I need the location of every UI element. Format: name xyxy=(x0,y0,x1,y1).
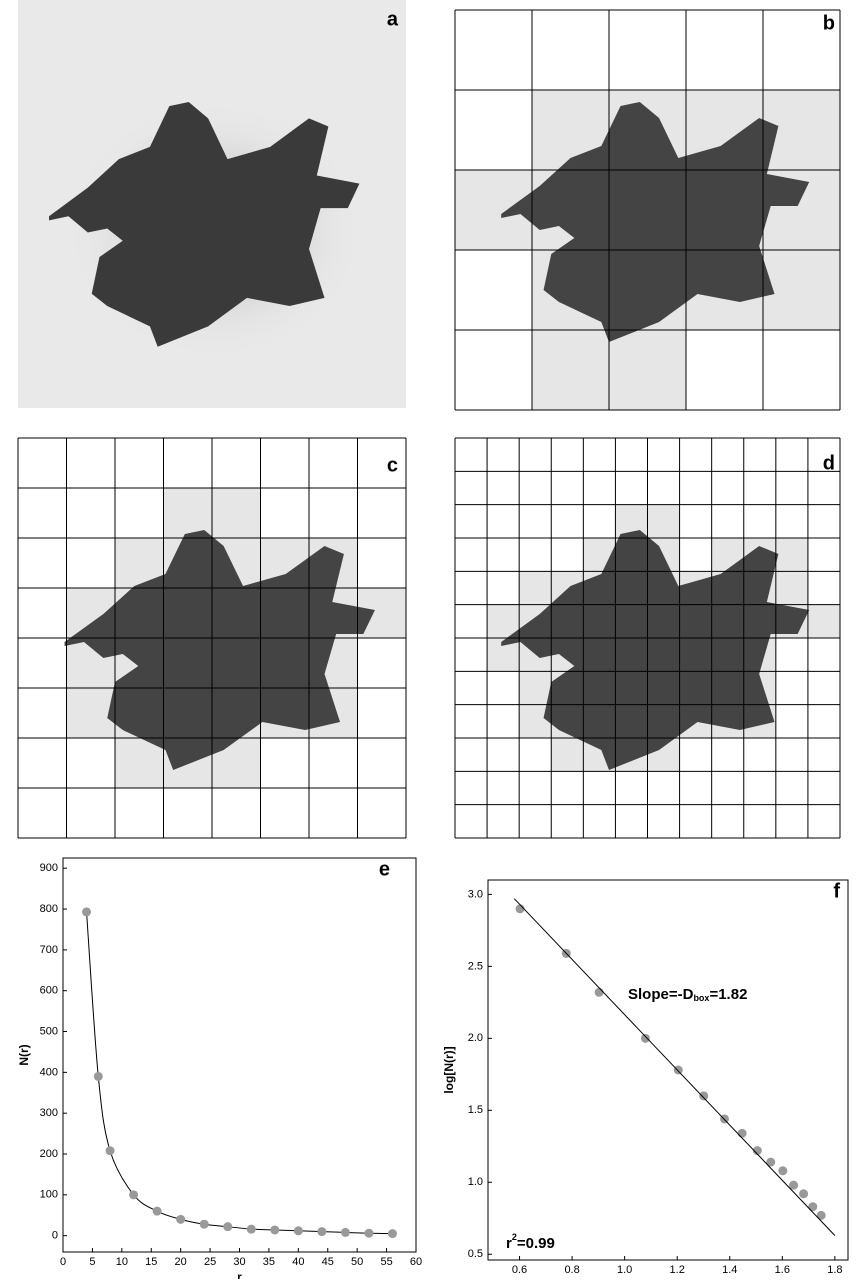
data-point xyxy=(94,1072,103,1081)
x-tick-label: 40 xyxy=(292,1256,304,1268)
plot-frame xyxy=(63,858,416,1252)
y-tick-label: 2.0 xyxy=(468,1032,483,1044)
y-tick-label: 800 xyxy=(40,903,58,915)
x-tick-label: 0.8 xyxy=(564,1264,579,1276)
x-tick-label: 0 xyxy=(60,1256,66,1268)
x-tick-label: 45 xyxy=(322,1256,334,1268)
panel-label: c xyxy=(387,454,398,476)
x-tick-label: 55 xyxy=(380,1256,392,1268)
data-point xyxy=(153,1207,162,1216)
data-point xyxy=(341,1228,350,1237)
plot-frame xyxy=(488,880,848,1260)
data-point xyxy=(270,1225,279,1234)
y-tick-label: 400 xyxy=(40,1066,58,1078)
data-point xyxy=(388,1229,397,1238)
data-point xyxy=(129,1190,138,1199)
y-tick-label: 1.0 xyxy=(468,1176,483,1188)
x-tick-label: 15 xyxy=(145,1256,157,1268)
panel-label: b xyxy=(823,12,835,34)
data-point xyxy=(641,1034,650,1043)
x-tick-label: 35 xyxy=(263,1256,275,1268)
data-point xyxy=(778,1166,787,1175)
y-tick-label: 0.5 xyxy=(468,1248,483,1260)
occupied-box xyxy=(776,538,808,571)
y-axis-label: log[N(r)] xyxy=(442,1046,456,1093)
annotation-part: box xyxy=(693,993,709,1003)
x-tick-label: 60 xyxy=(410,1256,422,1268)
annotation-part: =1.82 xyxy=(709,986,747,1003)
data-point xyxy=(799,1189,808,1198)
x-tick-label: 20 xyxy=(175,1256,187,1268)
y-tick-label: 900 xyxy=(40,862,58,874)
data-point xyxy=(106,1146,115,1155)
data-point xyxy=(82,907,91,916)
y-tick-label: 700 xyxy=(40,944,58,956)
y-axis-label: N(r) xyxy=(17,1044,31,1065)
x-tick-label: 1.2 xyxy=(670,1264,685,1276)
x-tick-label: 1.4 xyxy=(722,1264,737,1276)
data-point xyxy=(247,1225,256,1234)
annotation: Slope=-Dbox=1.82 xyxy=(628,986,747,1003)
occupied-box xyxy=(763,250,840,330)
x-tick-label: 5 xyxy=(89,1256,95,1268)
fit-line xyxy=(514,899,835,1236)
page: a b c d e0510152025303540455055600100200… xyxy=(0,0,858,1284)
panel-b: b xyxy=(455,10,840,410)
data-point xyxy=(674,1066,683,1075)
occupied-box xyxy=(551,738,583,771)
occupied-box xyxy=(776,571,808,604)
x-tick-label: 0.6 xyxy=(512,1264,527,1276)
y-tick-label: 100 xyxy=(40,1189,58,1201)
y-tick-label: 0 xyxy=(52,1230,58,1242)
figure: a b c d e0510152025303540455055600100200… xyxy=(0,0,858,1279)
x-tick-label: 50 xyxy=(351,1256,363,1268)
x-tick-label: 10 xyxy=(116,1256,128,1268)
x-axis-label: r xyxy=(237,1270,242,1279)
data-point xyxy=(364,1229,373,1238)
occupied-box xyxy=(519,671,551,704)
occupied-box xyxy=(532,330,609,410)
annotation-part: Slope=-D xyxy=(628,986,694,1003)
occupied-box xyxy=(67,688,116,738)
y-tick-label: 500 xyxy=(40,1025,58,1037)
data-point xyxy=(699,1091,708,1100)
y-tick-label: 3.0 xyxy=(468,888,483,900)
y-tick-label: 2.5 xyxy=(468,960,483,972)
panel-c: c xyxy=(18,438,406,838)
data-point xyxy=(738,1129,747,1138)
y-tick-label: 600 xyxy=(40,985,58,997)
panel-label: a xyxy=(387,8,399,30)
x-tick-label: 25 xyxy=(204,1256,216,1268)
x-tick-label: 30 xyxy=(233,1256,245,1268)
data-point xyxy=(200,1220,209,1229)
panel-label: e xyxy=(379,858,390,880)
y-tick-label: 300 xyxy=(40,1107,58,1119)
data-point xyxy=(176,1215,185,1224)
annotation-part: =0.99 xyxy=(517,1235,555,1252)
data-point xyxy=(808,1202,817,1211)
panel-d: d xyxy=(455,438,840,838)
x-tick-label: 1.8 xyxy=(827,1264,842,1276)
panel-label: f xyxy=(833,880,840,902)
data-point xyxy=(294,1226,303,1235)
data-point xyxy=(595,988,604,997)
occupied-box xyxy=(212,488,261,538)
y-tick-label: 1.5 xyxy=(468,1104,483,1116)
panel-a: a xyxy=(18,0,406,408)
y-tick-label: 200 xyxy=(40,1148,58,1160)
fit-curve xyxy=(87,912,393,1234)
data-point xyxy=(223,1222,232,1231)
occupied-box xyxy=(519,571,551,604)
occupied-box xyxy=(648,505,680,538)
data-point xyxy=(317,1227,326,1236)
x-tick-label: 1.6 xyxy=(775,1264,790,1276)
panel-label: d xyxy=(823,452,835,474)
occupied-box xyxy=(808,605,840,638)
annotation: r2=0.99 xyxy=(506,1232,555,1252)
x-tick-label: 1.0 xyxy=(617,1264,632,1276)
occupied-box xyxy=(609,330,686,410)
